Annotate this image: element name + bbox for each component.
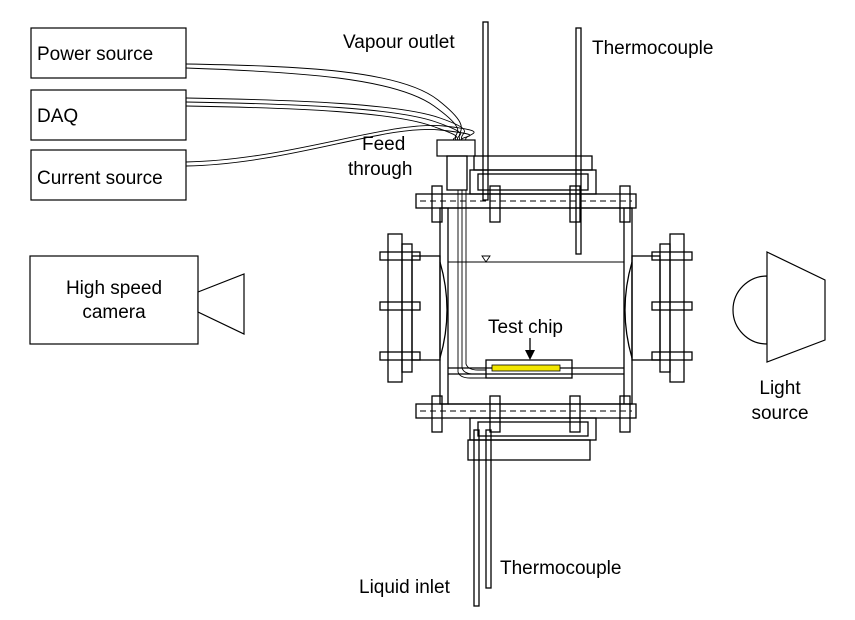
current-source-box: Current source: [30, 149, 187, 201]
high-speed-camera: High speed camera: [29, 255, 245, 345]
liquid-inlet-label: Liquid inlet: [359, 577, 451, 598]
daq-label: DAQ: [37, 106, 78, 127]
feed-through-label-line2: through: [348, 159, 412, 180]
liquid-inlet-tube: [473, 429, 480, 607]
camera-label-line1: High speed: [66, 278, 162, 299]
test-chip-label: Test chip: [488, 317, 563, 338]
top-thermocouple-probe: [575, 27, 582, 255]
boiling-chamber: Test chip: [379, 155, 693, 461]
light-source: Light source: [732, 251, 826, 424]
bottom-thermocouple-probe: [485, 429, 492, 589]
thermocouple-top-label: Thermocouple: [592, 38, 713, 59]
camera-label-line2: camera: [82, 302, 146, 323]
power-source-box: Power source: [30, 27, 187, 79]
daq-box: DAQ: [30, 89, 187, 141]
feed-through-label-line1: Feed: [362, 134, 405, 155]
light-source-label-line2: source: [751, 403, 808, 424]
vapour-outlet-tube: [482, 21, 489, 201]
light-source-label-line1: Light: [759, 378, 801, 399]
thermocouple-bottom-label: Thermocouple: [500, 558, 621, 579]
test-chip-heater: [491, 364, 561, 372]
signal-cables: [185, 63, 475, 167]
power-source-label: Power source: [37, 44, 153, 65]
current-source-label: Current source: [37, 168, 163, 189]
feed-through: Feed through: [348, 134, 476, 191]
vapour-outlet-label: Vapour outlet: [343, 32, 455, 53]
